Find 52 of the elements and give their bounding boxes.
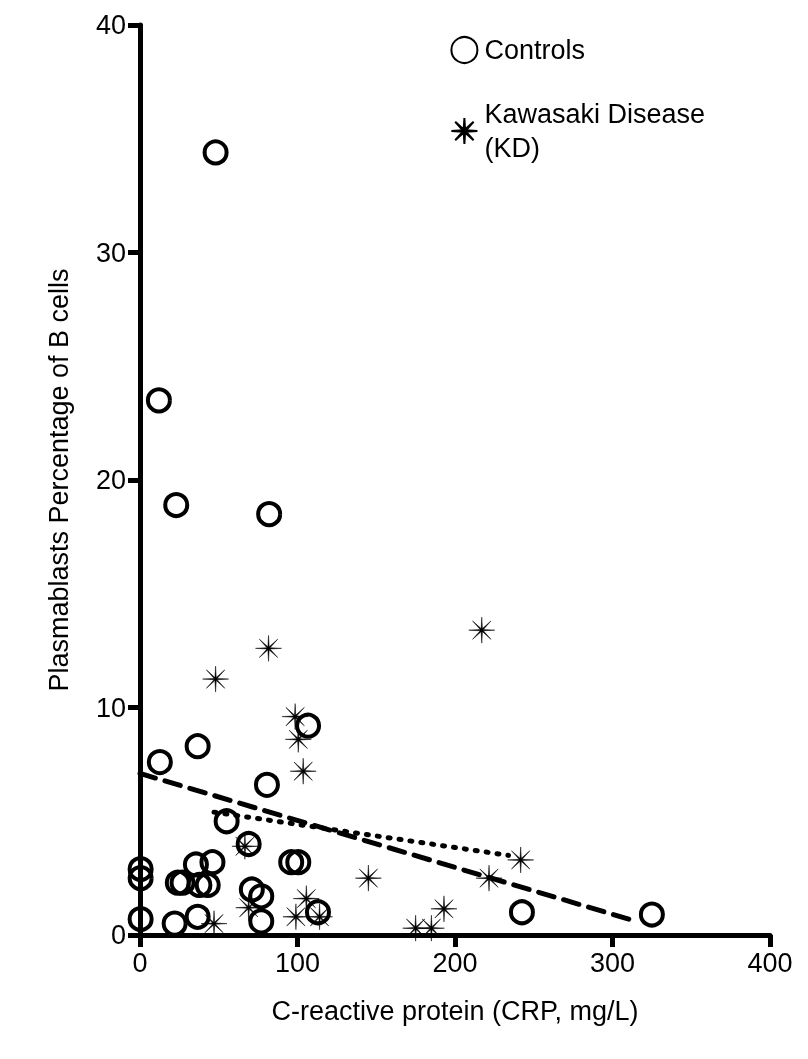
point xyxy=(285,849,312,876)
point xyxy=(255,635,282,662)
point xyxy=(508,899,535,926)
point xyxy=(145,387,172,414)
point xyxy=(638,901,665,928)
point xyxy=(289,757,317,785)
y-tick-label: 0 xyxy=(110,920,126,950)
y-tick-label: 20 xyxy=(95,465,126,495)
x-tick-label: 300 xyxy=(589,947,636,978)
y-axis-title: Plasmablasts Percentage of B cells xyxy=(43,268,74,692)
point xyxy=(430,895,458,923)
point xyxy=(248,908,275,935)
y-tick-label: 30 xyxy=(95,237,126,268)
point xyxy=(355,864,382,892)
point xyxy=(305,899,331,926)
y-tick-label: 40 xyxy=(95,10,126,40)
x-tick-label: 0 xyxy=(132,947,148,978)
point xyxy=(248,883,275,910)
point xyxy=(507,846,534,874)
point xyxy=(281,703,309,730)
point xyxy=(295,712,322,739)
point xyxy=(418,914,445,942)
point xyxy=(285,726,312,753)
point xyxy=(256,501,283,528)
point xyxy=(306,903,333,931)
point xyxy=(146,749,173,776)
point xyxy=(213,808,240,835)
point xyxy=(238,876,265,903)
point xyxy=(127,856,154,883)
point xyxy=(163,492,190,519)
point xyxy=(293,885,320,912)
point xyxy=(184,733,211,760)
point xyxy=(182,851,209,878)
point xyxy=(199,849,226,876)
point xyxy=(468,616,496,644)
point xyxy=(127,865,154,892)
legend-label: Controls xyxy=(484,35,585,65)
y-tick-label: 10 xyxy=(95,692,126,723)
point xyxy=(253,771,280,798)
point xyxy=(278,849,305,876)
point xyxy=(202,139,229,166)
x-tick-label: 100 xyxy=(274,947,321,978)
point xyxy=(184,903,211,930)
point xyxy=(194,871,221,898)
point xyxy=(202,665,229,693)
x-tick-label: 400 xyxy=(747,947,793,978)
x-tick-label: 200 xyxy=(432,947,478,978)
point xyxy=(127,906,154,933)
point xyxy=(186,871,213,898)
legend-label: Kawasaki Disease (KD) xyxy=(484,99,706,163)
point xyxy=(475,864,503,892)
x-axis-title: C-reactive protein (CRP, mg/L) xyxy=(271,995,639,1026)
